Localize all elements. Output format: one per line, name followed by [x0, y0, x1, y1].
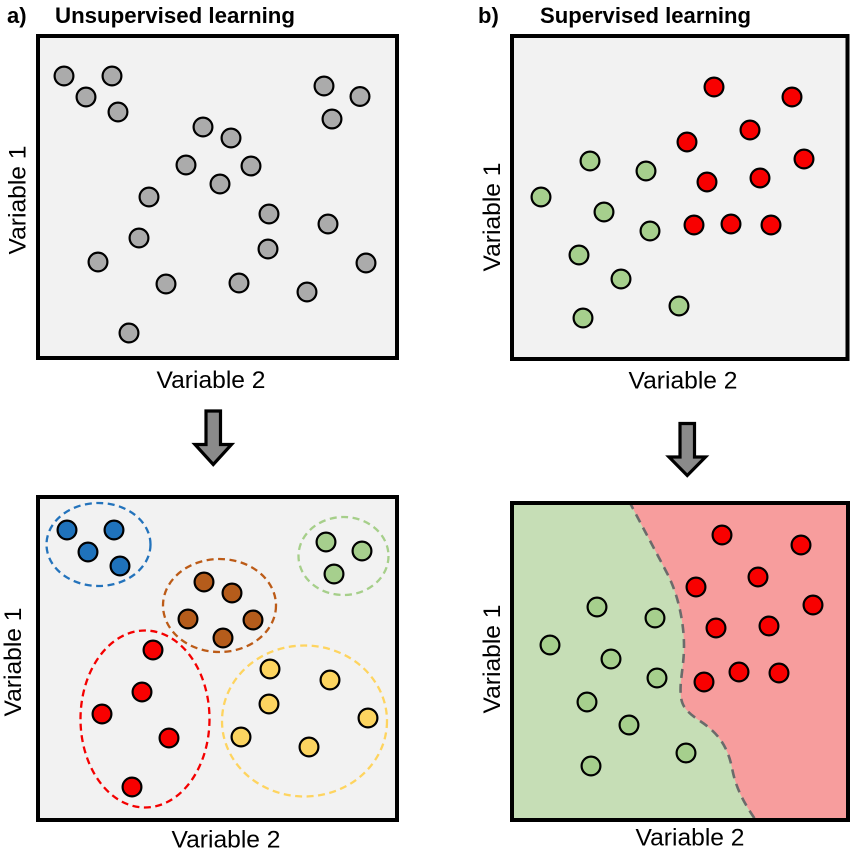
svg-text:Unsupervised learning: Unsupervised learning	[55, 3, 295, 28]
svg-text:a): a)	[7, 3, 27, 28]
svg-text:b): b)	[478, 3, 499, 28]
svg-text:Variable 1: Variable 1	[5, 146, 32, 255]
svg-text:Variable 1: Variable 1	[479, 163, 506, 272]
svg-text:Variable 1: Variable 1	[0, 608, 27, 717]
svg-text:Supervised learning: Supervised learning	[540, 3, 751, 28]
svg-text:Variable 1: Variable 1	[479, 605, 506, 714]
svg-text:Variable 2: Variable 2	[636, 825, 745, 852]
svg-text:Variable 2: Variable 2	[172, 827, 281, 854]
svg-text:Variable 2: Variable 2	[629, 368, 738, 395]
svg-text:Variable 2: Variable 2	[157, 367, 266, 394]
